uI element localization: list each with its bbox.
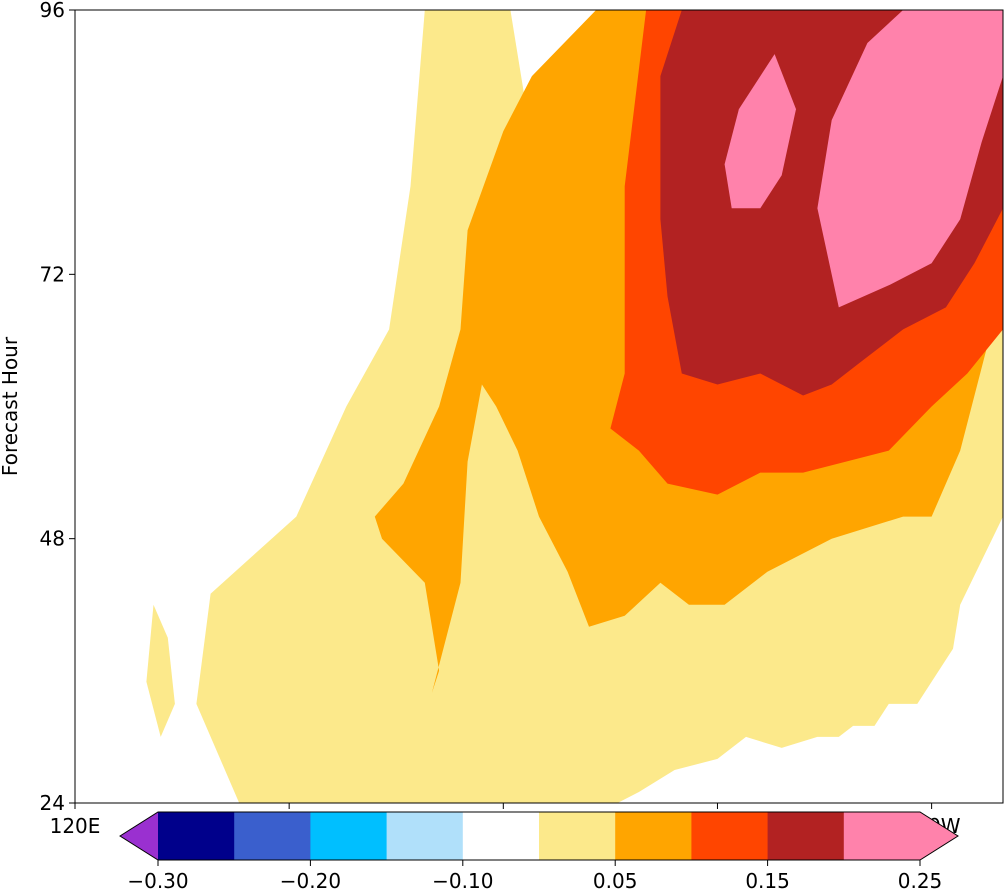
colorbar-segment	[843, 812, 921, 860]
colorbar-segment	[386, 812, 464, 860]
colorbar-extend-max	[920, 812, 958, 860]
colorbar-segment	[767, 812, 845, 860]
y-tick-label: 96	[40, 0, 65, 22]
colorbar-segment	[158, 812, 235, 860]
contour-region	[146, 604, 175, 737]
plot-frame	[74, 9, 1004, 804]
colorbar-tick-label: 0.15	[745, 869, 790, 893]
y-axis-title: Forecast Hour	[0, 336, 22, 476]
colorbar-segment	[462, 812, 540, 860]
colorbar-segment	[310, 812, 388, 860]
colorbar-tick-label: −0.10	[432, 869, 493, 893]
colorbar-extend-min	[120, 812, 158, 860]
colorbar-tick-label: −0.20	[280, 869, 341, 893]
y-tick-label: 48	[40, 527, 65, 551]
y-tick-label: 24	[40, 791, 65, 815]
colorbar-segment	[234, 812, 311, 860]
x-tick-label: 120E	[50, 814, 101, 838]
colorbar-segment	[691, 812, 769, 860]
colorbar-tick-label: −0.30	[127, 869, 188, 893]
colorbar-tick-label: 0.25	[898, 869, 943, 893]
contour-region	[724, 54, 796, 209]
colorbar-tick-label: 0.05	[593, 869, 638, 893]
contour-region	[817, 10, 1003, 308]
colorbar-segment	[615, 812, 692, 860]
colorbar-segment	[539, 812, 616, 860]
plot-area	[75, 10, 1003, 803]
y-tick-label: 72	[40, 262, 65, 286]
colorbar: −0.30 −0.20 −0.10 0.05 0.15 0.25	[119, 811, 959, 893]
